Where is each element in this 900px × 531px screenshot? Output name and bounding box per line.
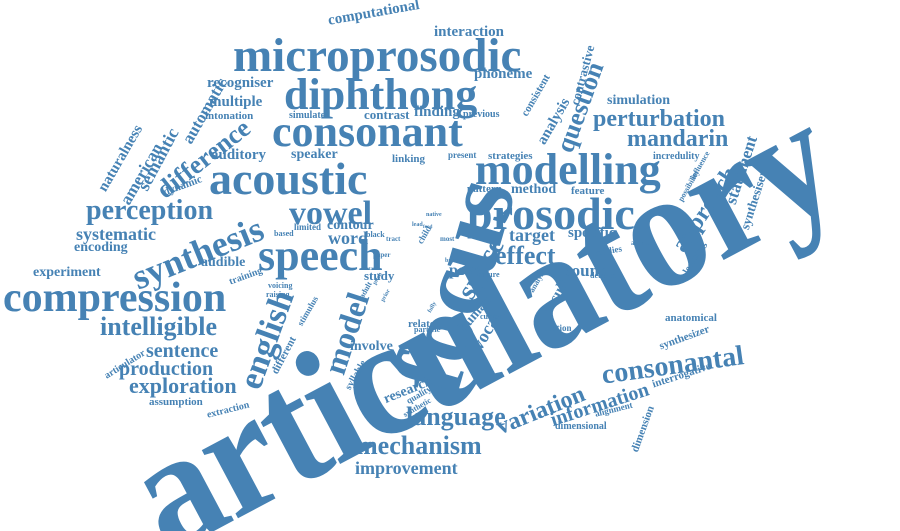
word-most: most [440, 235, 455, 243]
word-based: based [274, 229, 294, 238]
word-particle: particle [414, 325, 441, 334]
word-involve: involve [350, 339, 393, 354]
word-consonant: consonant [272, 107, 463, 156]
word-vowel: vowel [289, 195, 373, 232]
word-acoustic: acoustic [209, 153, 368, 204]
word-sentence: sentence [146, 340, 219, 362]
word-detailed: detailed [590, 271, 618, 280]
word-lead: lead [412, 222, 423, 228]
word-mandarin: mandarin [627, 126, 729, 152]
word-sound: sound [565, 261, 609, 280]
word-contour: contour [327, 218, 374, 233]
word-pattern: pattern [467, 183, 502, 195]
word-study: study [364, 268, 395, 283]
word-compression: compression [3, 275, 227, 321]
word-paper: paper [373, 251, 391, 259]
word-modelling: modelling [475, 145, 661, 194]
word-account: account [631, 239, 655, 247]
word-linking: linking [392, 153, 426, 165]
word-simulate: simulate [289, 110, 326, 121]
word-word: word [328, 228, 368, 248]
word-recogniser: recogniser [207, 75, 274, 91]
word-black: black [366, 230, 385, 239]
word-prosodic: prosodic [467, 188, 635, 239]
word-audible: audible [201, 255, 246, 270]
word-current: current [480, 312, 506, 321]
word-specific: specific [568, 225, 616, 241]
word-tract: tract [386, 235, 401, 243]
word-intelligible: intelligible [100, 312, 217, 341]
word-dimensional: dimensional [555, 421, 607, 432]
word-post: post [449, 262, 478, 279]
word-incredulity: incredulity [653, 151, 700, 162]
word-production: production [119, 358, 214, 380]
word-assumption: assumption [149, 396, 203, 408]
word-phoneme: phoneme [474, 66, 533, 82]
word-simulation: simulation [607, 93, 671, 108]
word-exploration: exploration [129, 373, 237, 398]
word-dimension: dimension [629, 404, 657, 454]
word-multiple: multiple [209, 94, 263, 110]
word-nature: nature [477, 270, 500, 279]
word-limited: limited [294, 222, 321, 232]
word-brief: brief [445, 258, 458, 264]
word-related: related [408, 318, 441, 330]
word-perception: perception [86, 195, 214, 226]
word-native: native [426, 212, 442, 218]
word-anatomical: anatomical [665, 312, 717, 324]
word-auditory: auditory [211, 147, 267, 163]
word-contrast: contrast [364, 107, 410, 122]
word-target: target [509, 225, 555, 245]
word-speech: speech [258, 231, 383, 280]
word-encoding: encoding [74, 240, 128, 255]
word-mechanism: mechanism [356, 431, 482, 460]
word-location: location [541, 323, 572, 333]
word-intonation: intonation [205, 110, 254, 122]
word-interaction: interaction [434, 24, 504, 40]
word-raising: raising [266, 290, 290, 299]
word-diphthong: diphthong [284, 70, 478, 119]
word-systematic: systematic [76, 224, 156, 244]
word-microprosodic: microprosodic [233, 29, 522, 82]
word-strategies: strategies [488, 150, 533, 162]
word-previous: previous [463, 109, 500, 120]
word-method: method [511, 182, 557, 197]
word-food: food [423, 225, 433, 230]
word-improvement: improvement [355, 458, 458, 478]
word-effect: effect [495, 241, 556, 270]
word-present: present [448, 150, 477, 160]
word-experiment: experiment [33, 265, 101, 280]
word-speaker: speaker [291, 147, 338, 162]
word-perturbation: perturbation [593, 106, 725, 132]
word-finding: finding [414, 104, 460, 120]
word-feature: feature [571, 185, 605, 197]
word-computational: computational [326, 0, 421, 29]
word-voicing: voicing [268, 281, 293, 290]
word-language: language [406, 402, 506, 431]
word-state: state [367, 267, 377, 272]
